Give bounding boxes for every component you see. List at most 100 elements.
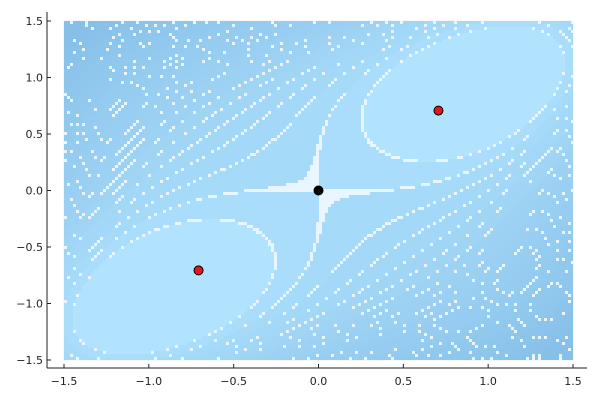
contour-cell — [364, 51, 367, 54]
contour-cell — [268, 84, 271, 87]
contour-cell — [454, 66, 457, 69]
contour-cell — [532, 45, 535, 48]
contour-cell — [103, 33, 106, 36]
contour-cell — [469, 87, 472, 90]
contour-cell — [322, 105, 325, 108]
contour-cell — [205, 36, 208, 39]
contour-cell — [136, 90, 139, 93]
contour-cell — [133, 93, 136, 96]
contour-cell — [496, 93, 499, 96]
contour-cell — [427, 30, 430, 33]
contour-cell — [487, 39, 490, 42]
contour-cell — [202, 57, 205, 60]
contour-cell — [241, 30, 244, 33]
contour-cell — [211, 108, 214, 111]
contour-cell — [355, 21, 358, 24]
contour-cell — [70, 21, 73, 24]
contour-cell — [478, 93, 481, 96]
contour-cell — [211, 102, 214, 105]
contour-cell — [379, 66, 382, 69]
contour-cell — [475, 27, 478, 30]
contour-cell — [391, 60, 394, 63]
contour-cell — [232, 66, 235, 69]
contour-cell — [226, 21, 229, 24]
contour-cell — [487, 21, 490, 24]
contour-cell — [385, 36, 388, 39]
contour-cell — [556, 27, 559, 30]
contour-cell — [481, 54, 484, 57]
contour-cell — [529, 99, 532, 102]
contour-cell — [199, 69, 202, 72]
contour-cell — [322, 48, 325, 51]
contour-cell — [466, 24, 469, 27]
contour-cell — [523, 84, 526, 87]
contour-cell — [148, 90, 151, 93]
contour-cell — [130, 66, 133, 69]
contour-cell — [349, 66, 352, 69]
contour-cell — [304, 90, 307, 93]
contour-cell — [334, 33, 337, 36]
contour-cell — [277, 48, 280, 51]
contour-cell — [511, 24, 514, 27]
contour-cell — [346, 78, 349, 81]
contour-cell — [328, 78, 331, 81]
contour-cell — [328, 54, 331, 57]
contour-cell — [361, 81, 364, 84]
contour-cell — [337, 33, 340, 36]
contour-cell — [541, 33, 544, 36]
contour-cell — [523, 99, 526, 102]
contour-cell — [340, 102, 343, 105]
contour-cell — [304, 21, 307, 24]
contour-cell — [310, 27, 313, 30]
contour-cell — [268, 24, 271, 27]
contour-cell — [529, 42, 532, 45]
contour-cell — [202, 81, 205, 84]
contour-cell — [481, 90, 484, 93]
contour-cell — [439, 39, 442, 42]
contour-cell — [505, 51, 508, 54]
contour-cell — [64, 39, 67, 42]
contour-cell — [70, 24, 73, 27]
contour-cell — [355, 84, 358, 87]
contour-cell — [298, 60, 301, 63]
contour-cell — [538, 81, 541, 84]
contour-cell — [214, 39, 217, 42]
contour-cell — [70, 45, 73, 48]
contour-cell — [490, 21, 493, 24]
contour-cell — [220, 72, 223, 75]
contour-cell — [553, 21, 556, 24]
contour-cell — [412, 60, 415, 63]
contour-cell — [130, 69, 133, 72]
contour-cell — [547, 54, 550, 57]
contour-cell — [103, 66, 106, 69]
contour-cell — [229, 30, 232, 33]
contour-cell — [148, 45, 151, 48]
contour-cell — [406, 51, 409, 54]
contour-cell — [502, 105, 505, 108]
contour-cell — [340, 87, 343, 90]
contour-cell — [307, 81, 310, 84]
contour-cell — [283, 42, 286, 45]
contour-cell — [193, 30, 196, 33]
contour-cell — [373, 27, 376, 30]
contour-cell — [328, 42, 331, 45]
contour-cell — [466, 102, 469, 105]
contour-cell — [310, 90, 313, 93]
contour-cell — [454, 63, 457, 66]
contour-cell — [469, 81, 472, 84]
contour-cell — [91, 87, 94, 90]
contour-cell — [73, 81, 76, 84]
contour-cell — [175, 72, 178, 75]
contour-cell — [514, 99, 517, 102]
contour-cell — [373, 33, 376, 36]
contour-cell — [124, 78, 127, 81]
contour-cell — [67, 99, 70, 102]
contour-cell — [88, 51, 91, 54]
contour-cell — [358, 93, 361, 96]
contour-cell — [295, 81, 298, 84]
contour-cell — [145, 93, 148, 96]
contour-cell — [361, 93, 364, 96]
contour-cell — [274, 60, 277, 63]
contour-cell — [118, 66, 121, 69]
contour-cell — [241, 81, 244, 84]
